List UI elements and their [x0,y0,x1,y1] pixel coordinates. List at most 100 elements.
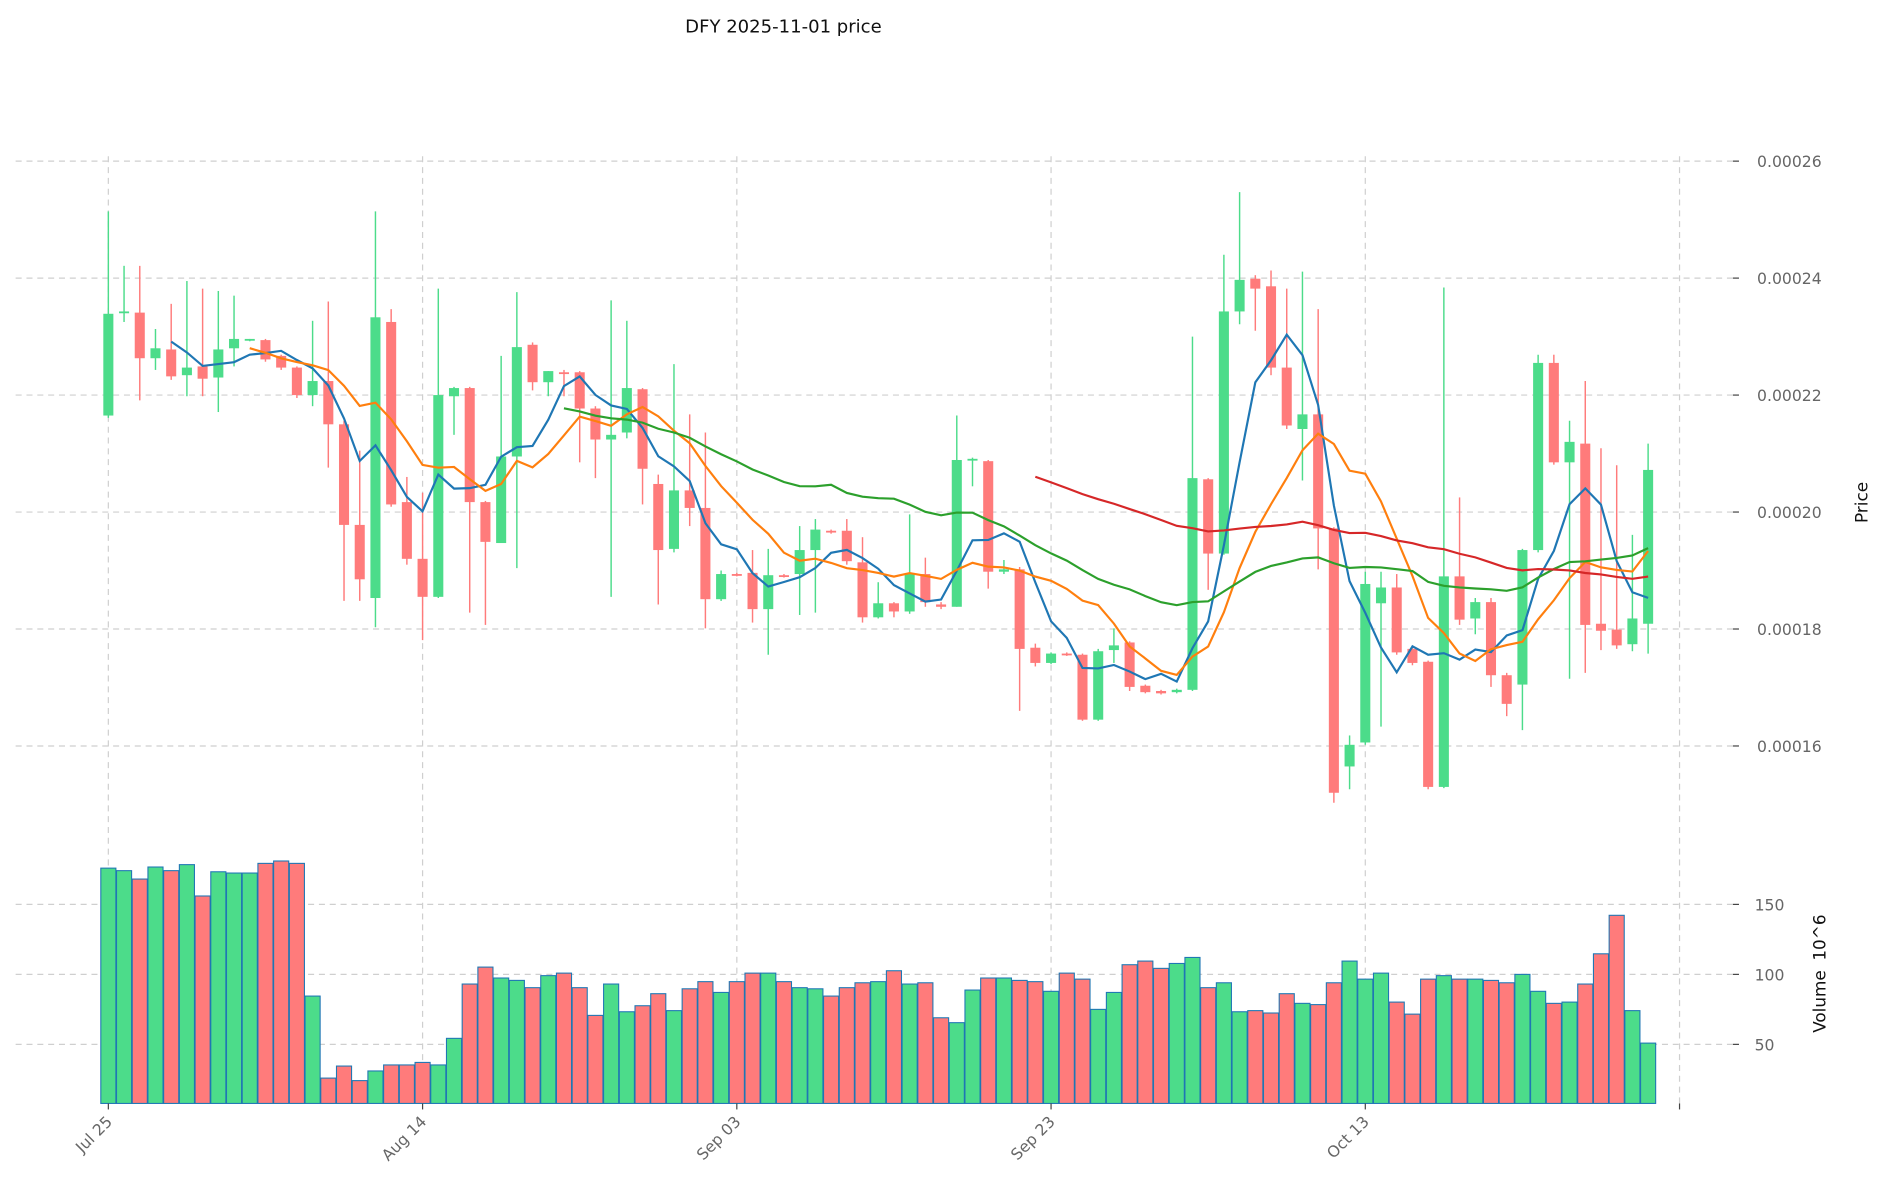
volume-bar [430,1064,447,1104]
candle-body [1218,311,1229,554]
candle-body [1313,414,1324,529]
volume-bar [885,970,903,1104]
candle [1391,574,1402,655]
candle-body [668,490,680,549]
candles [103,192,1654,803]
volume-bar [383,1064,400,1104]
volume-bar [131,878,148,1104]
volume-bar [697,981,714,1104]
volume-bar [304,995,321,1104]
candle [606,300,617,597]
volume-bar [241,872,258,1104]
volume-bars [100,860,1657,1104]
candle-body [1564,441,1575,463]
candle [1266,270,1277,376]
volume-bar [1105,991,1122,1104]
candle [794,526,805,615]
candle-body [103,313,114,416]
candle-body [1627,618,1638,645]
volume-bar [964,989,981,1104]
candle-body [354,524,365,580]
volume-bar [1090,1008,1107,1104]
candle [1140,684,1151,694]
price-tick-label: 0.00022 [1757,386,1822,405]
volume-bar [1608,914,1625,1104]
chart-title: DFY 2025-11-01 price [685,16,882,37]
ma60-line [1034,475,1649,580]
candle [1548,354,1559,465]
candle-body [1124,642,1135,687]
volume-bar [1262,1012,1280,1104]
candle [1533,354,1544,553]
candle-body [606,434,617,440]
ma5-line [170,332,1649,683]
candle [936,602,947,610]
candle-body [1643,469,1654,624]
candle [826,529,837,534]
candle [1218,254,1229,555]
volume-bar [681,988,698,1104]
volume-bar [1294,1002,1311,1104]
candle-body [417,558,428,597]
candle [134,265,145,401]
candle [197,288,208,397]
candle-body [1014,569,1025,649]
volume-bar [477,966,494,1104]
candle [1595,448,1607,651]
candle [1485,598,1497,687]
candle [1580,381,1591,673]
volume-bar [1435,975,1452,1104]
candle-body [1391,587,1402,653]
candle [920,557,931,607]
volume-bar [1530,990,1547,1104]
volume-bar [1058,972,1075,1104]
candle-body [119,311,130,314]
candle-body [433,395,444,597]
volume-bar [775,981,793,1104]
candle-body [1485,602,1497,676]
candle [1250,275,1261,331]
candle-body [1360,583,1371,743]
candle [1328,527,1339,803]
volume-bar [728,981,745,1104]
candle [119,265,130,322]
volume-bar [461,983,478,1104]
candle [1093,648,1104,721]
candle [244,338,255,342]
candle-body [181,367,192,376]
volume-bar [823,995,840,1104]
candle-body [543,371,554,383]
candle [1564,420,1575,679]
candle [904,514,915,614]
candle [260,338,271,362]
candle [386,309,397,507]
candle-body [496,456,507,544]
svg-text:Volume10^6: Volume 10^6 [1810,914,1830,1032]
x-tick-label: Jul 25 [71,1112,116,1157]
candle-body [1470,602,1481,619]
candle-body [448,388,460,397]
candle-body [1234,279,1245,312]
candle-body [166,349,177,377]
volume-unit: 10^6 [1810,914,1830,960]
candle-body [920,574,931,603]
candle-body [1077,654,1088,720]
volume-bar [1184,956,1201,1104]
volume-bar [1357,978,1374,1104]
candle-body [1093,651,1104,720]
volume-bar [100,867,117,1104]
volume-bar [257,862,274,1104]
volume-bar [1215,982,1232,1104]
candle [354,450,365,601]
volume-bar [791,987,808,1104]
candle [668,364,680,553]
candle-body [480,502,491,542]
candle-body [244,338,255,341]
candle [1360,571,1371,745]
volume-bar [901,983,918,1104]
volume-bar [1200,987,1217,1104]
volume-bar [445,1037,463,1104]
candle-body [276,355,287,368]
volume-bar [1027,981,1044,1104]
volume-bar [713,991,730,1104]
